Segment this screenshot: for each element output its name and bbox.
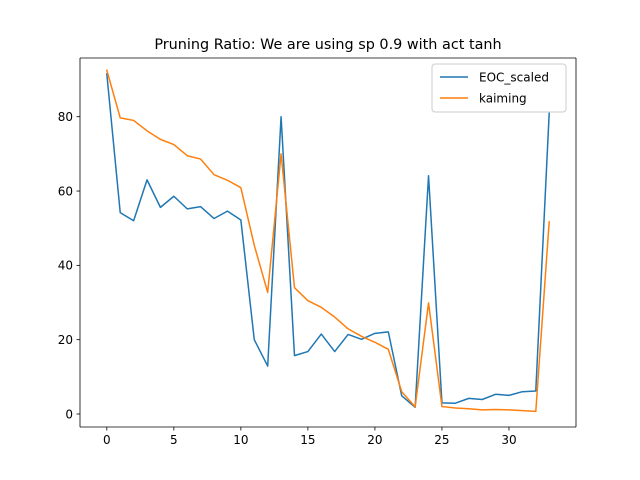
series-line-kaiming: [105, 69, 550, 413]
series-group: [105, 69, 550, 413]
x-tick-label: 15: [300, 433, 315, 447]
y-tick-label: 40: [58, 259, 73, 273]
y-tick-label: 80: [58, 110, 73, 124]
y-tick-label: 0: [65, 407, 73, 421]
series-line-eoc-scaled: [105, 73, 550, 409]
x-axis: 0 5 10 15 20 25 30: [103, 427, 517, 447]
x-tick-label: 10: [233, 433, 248, 447]
x-tick-label: 20: [367, 433, 382, 447]
plot-area: [80, 58, 576, 427]
x-tick-label: 30: [501, 433, 516, 447]
legend-label: EOC_scaled: [479, 70, 549, 84]
x-tick-label: 0: [103, 433, 111, 447]
y-axis: 0 20 40 60 80: [58, 110, 80, 421]
x-tick-label: 5: [170, 433, 178, 447]
legend-label: kaiming: [479, 91, 527, 105]
legend-box: [431, 63, 567, 113]
chart-title: Pruning Ratio: We are using sp 0.9 with …: [154, 37, 501, 53]
y-tick-label: 60: [58, 184, 73, 198]
x-tick-label: 25: [434, 433, 449, 447]
plot-background: [80, 58, 576, 427]
y-tick-label: 20: [58, 333, 73, 347]
